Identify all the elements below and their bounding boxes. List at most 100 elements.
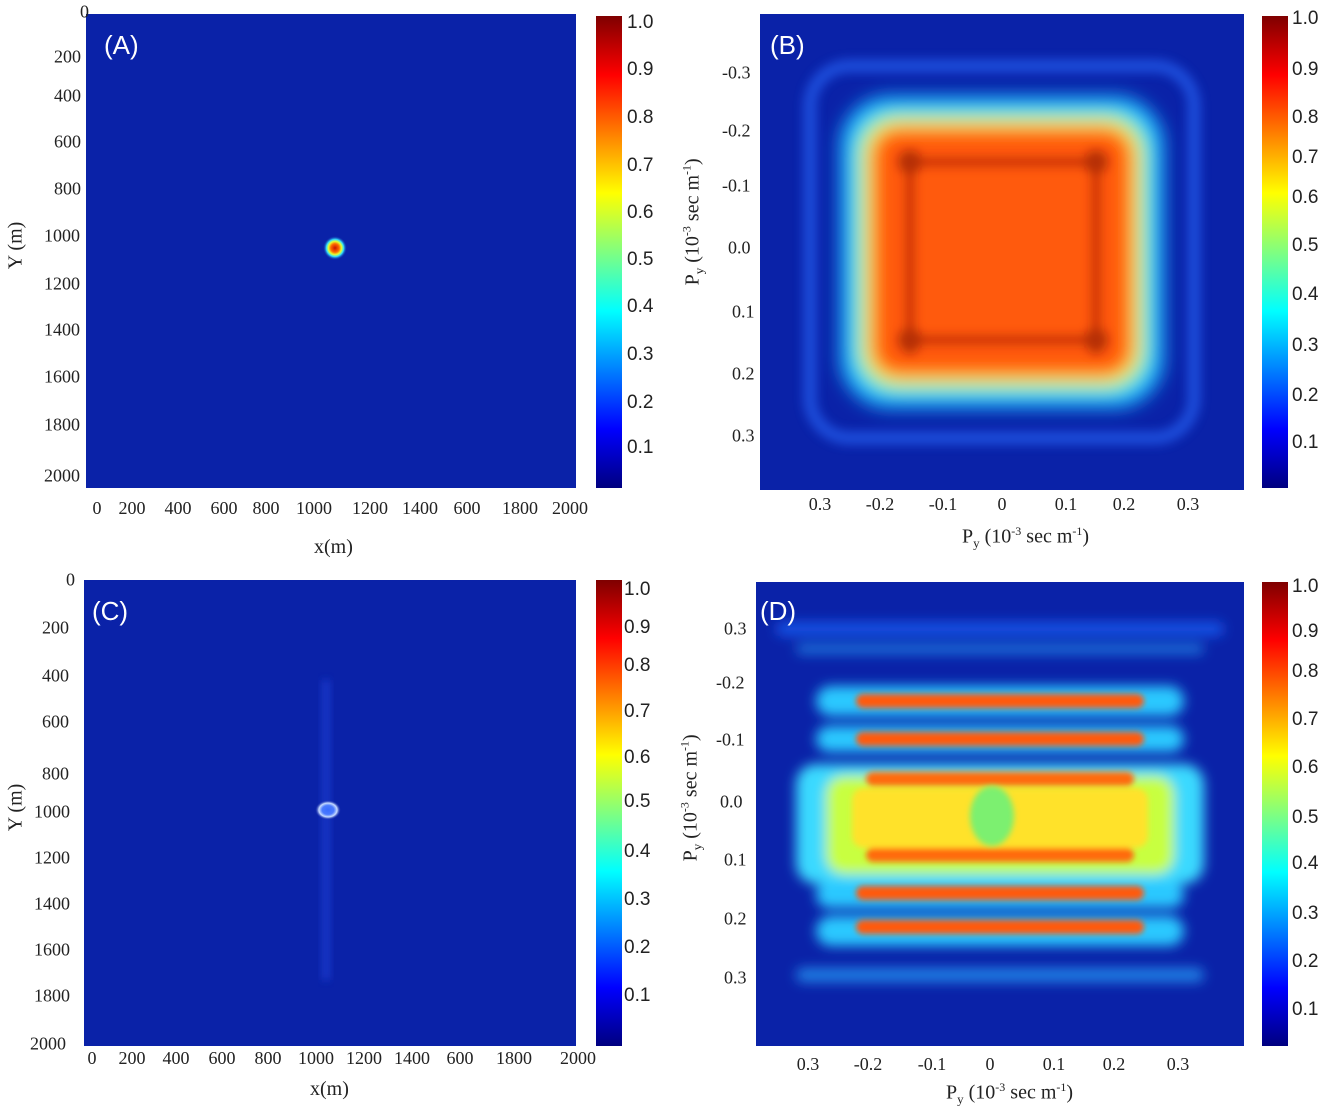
y-tick-b-2: -0.1	[722, 175, 751, 196]
y-tick-c-2: 400	[42, 665, 69, 686]
smear-c	[322, 680, 330, 980]
y-axis-label-b-sub: y	[691, 267, 707, 275]
cbar-tick-a-1: 0.9	[627, 59, 654, 80]
y-tick-b-3: 0.0	[728, 237, 751, 258]
cbar-tick-b-3: 0.7	[1292, 147, 1319, 168]
x-tick-a-0: 0	[92, 498, 102, 518]
cbar-tick-c-2: 0.8	[624, 655, 651, 676]
panel-label-c: (C)	[92, 596, 129, 626]
colorbar-d	[1262, 582, 1288, 1046]
x-axis-label-b-unit: (10	[984, 525, 1012, 548]
colorbar-b	[1262, 16, 1288, 488]
y-axis-label-b-p: P	[681, 274, 704, 286]
y-tick-a-8: 1600	[44, 366, 80, 387]
heatmap-d-svg	[776, 622, 1224, 982]
cbar-tick-d-2: 0.8	[1292, 661, 1319, 682]
outer-ring-b	[803, 59, 1201, 445]
y-tick-d-6: 0.3	[724, 967, 747, 988]
y-axis-label-b-exp: -3	[679, 226, 694, 237]
x-tick-a-7: 1400	[402, 498, 438, 518]
x-tick-a-3: 600	[210, 498, 238, 518]
x-axis-label-d-exp: -3	[995, 1080, 1006, 1094]
x-axis-label-b-sub: y	[973, 535, 980, 551]
cbar-tick-c-3: 0.7	[624, 701, 651, 722]
cbar-tick-a-9: 0.1	[627, 437, 654, 458]
x-axis-label-b-tail-exp: -1	[1072, 524, 1083, 538]
x-tick-b-6: 0.3	[1176, 494, 1200, 514]
cbar-tick-a-6: 0.4	[627, 296, 654, 317]
cbar-tick-a-3: 0.7	[627, 155, 654, 176]
y-tick-c-4: 800	[42, 763, 69, 784]
heatmap-b-svg	[803, 59, 1201, 445]
cbar-tick-d-9: 0.1	[1292, 999, 1319, 1020]
cbar-tick-a-0: 1.0	[627, 12, 654, 33]
cbar-tick-c-4: 0.6	[624, 747, 651, 768]
y-axis-label-c: Y (m)	[4, 783, 27, 832]
x-tick-c-0: 0	[87, 1048, 97, 1068]
cbar-tick-b-2: 0.8	[1292, 107, 1319, 128]
cbar-tick-b-1: 0.9	[1292, 59, 1319, 80]
y-tick-b-1: -0.2	[722, 120, 751, 141]
cbar-tick-b-0: 1.0	[1292, 8, 1319, 29]
x-tick-c-3: 600	[208, 1048, 236, 1068]
y-tick-c-1: 200	[42, 617, 69, 638]
y-axis-label-d-unit: (10	[679, 812, 702, 839]
y-tick-d-0: 0.3	[724, 618, 747, 639]
x-tick-a-8: 600	[453, 498, 481, 518]
cbar-tick-b-9: 0.1	[1292, 432, 1319, 453]
y-tick-c-6: 1200	[34, 847, 70, 868]
y-tick-c-9: 1800	[34, 985, 70, 1006]
x-axis-label-b-tail: sec m	[1026, 525, 1073, 548]
x-tick-c-10: 2000	[560, 1048, 596, 1068]
cbar-tick-d-0: 1.0	[1292, 576, 1319, 597]
y-tick-d-1: -0.2	[716, 672, 745, 693]
y-axis-label-d: Py (10-3 sec m-1)	[677, 734, 705, 862]
cbar-tick-c-6: 0.4	[624, 841, 651, 862]
y-tick-b-6: 0.3	[732, 425, 755, 446]
x-tick-c-5: 1000	[298, 1048, 334, 1068]
y-tick-b-5: 0.2	[732, 363, 755, 384]
x-axis-label-d-tail: sec m	[1010, 1081, 1057, 1104]
y-tick-c-8: 1600	[34, 939, 70, 960]
x-tick-c-6: 1200	[346, 1048, 382, 1068]
x-tick-b-2: -0.1	[928, 494, 958, 514]
center-spot-d	[970, 786, 1014, 846]
x-tick-a-1: 200	[118, 498, 146, 518]
cbar-tick-b-6: 0.4	[1292, 284, 1319, 305]
x-tick-b-3: 0	[997, 494, 1007, 514]
heatmap-a	[86, 14, 576, 488]
y-tick-a-10: 2000	[44, 465, 80, 486]
x-axis-label-c: x(m)	[310, 1078, 349, 1100]
y-axis-label-d-p: P	[679, 850, 702, 862]
cbar-tick-d-8: 0.2	[1292, 951, 1319, 972]
cbar-tick-d-4: 0.6	[1292, 757, 1319, 778]
colorbar-a	[596, 16, 622, 488]
cbar-tick-b-7: 0.3	[1292, 335, 1319, 356]
y-axis-label-b-tail-exp: -1	[679, 164, 694, 175]
cbar-tick-a-4: 0.6	[627, 202, 654, 223]
cbar-tick-c-7: 0.3	[624, 889, 651, 910]
x-tick-b-4: 0.1	[1054, 494, 1078, 514]
cbar-tick-c-5: 0.5	[624, 791, 651, 812]
cbar-tick-b-4: 0.6	[1292, 187, 1319, 208]
x-tick-c-4: 800	[254, 1048, 282, 1068]
x-tick-c-8: 600	[446, 1048, 474, 1068]
heatmap-c-svg	[315, 680, 341, 980]
cbar-tick-a-8: 0.2	[627, 392, 654, 413]
x-tick-d-0: 0.3	[796, 1054, 820, 1074]
x-axis-label-d: Py (10-3 sec m-1)	[946, 1080, 1074, 1107]
y-axis-label-a: Y (m)	[4, 221, 27, 270]
y-axis-label-d-exp: -3	[677, 802, 692, 813]
colorbar-c	[596, 580, 622, 1046]
heatmap-a-svg	[323, 236, 347, 260]
cbar-tick-c-1: 0.9	[624, 617, 651, 638]
y-tick-d-4: 0.1	[724, 849, 747, 870]
x-tick-a-9: 1800	[502, 498, 538, 518]
y-tick-a-7: 1400	[44, 319, 80, 340]
x-tick-d-1: -0.2	[853, 1054, 883, 1074]
cbar-tick-a-5: 0.5	[627, 249, 654, 270]
x-tick-a-6: 1200	[352, 498, 388, 518]
x-axis-label-b-p: P	[962, 525, 974, 548]
cbar-tick-b-5: 0.5	[1292, 235, 1319, 256]
y-tick-a-3: 600	[54, 131, 81, 152]
